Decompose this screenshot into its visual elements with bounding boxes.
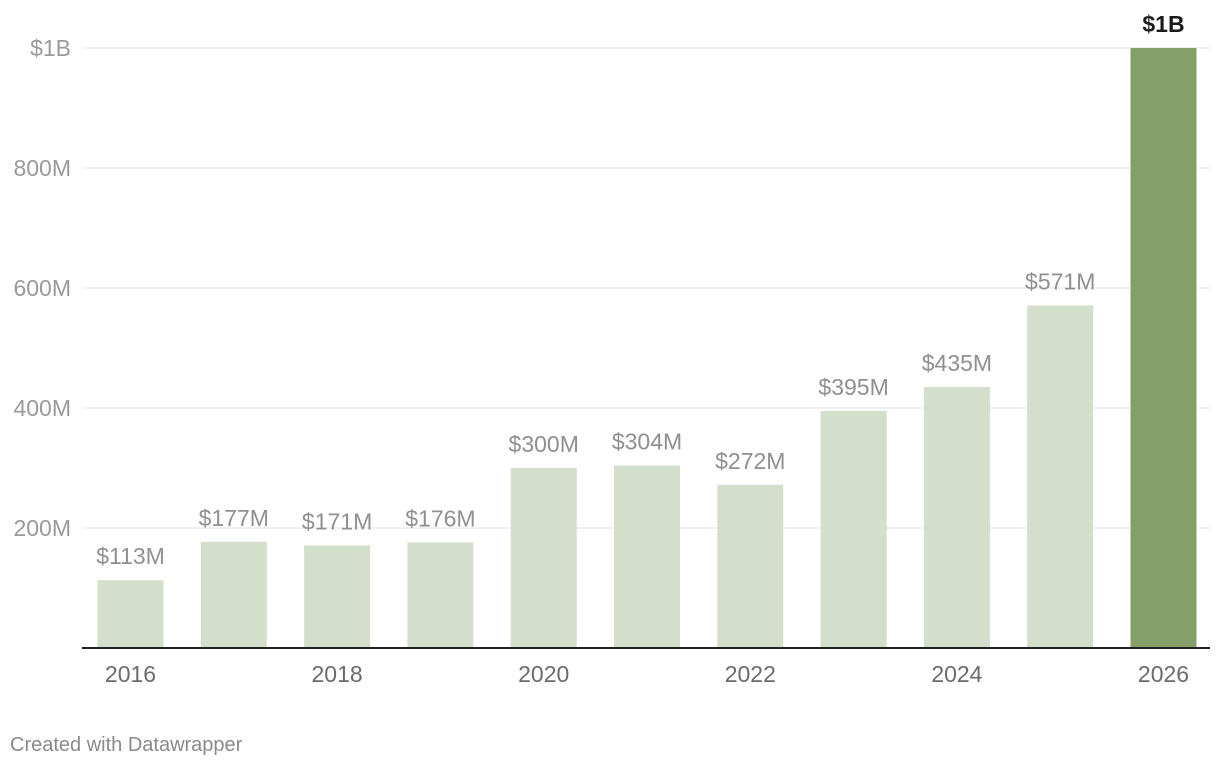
value-label-2024: $435M: [922, 350, 992, 376]
value-label-2020: $300M: [509, 431, 579, 457]
y-tick-label: 600M: [13, 275, 71, 301]
y-tick-label: $1B: [30, 35, 71, 61]
bar-2018: [304, 545, 371, 648]
datawrapper-credit: Created with Datawrapper: [10, 734, 243, 756]
bar-2022: [717, 484, 784, 648]
value-label-2021: $304M: [612, 429, 682, 455]
value-label-2025: $571M: [1025, 268, 1095, 294]
x-tick-label: 2018: [312, 661, 363, 687]
x-axis-ticks: 2016 2018 2020 2022 2024 2026: [105, 661, 1189, 687]
y-tick-label: 200M: [13, 515, 71, 541]
value-labels: $113M $177M $171M $176M $300M $304M $272M $395M…: [96, 11, 1184, 569]
bar-2023: [820, 411, 887, 648]
value-label-2018: $171M: [302, 508, 372, 534]
value-label-2016: $113M: [96, 543, 165, 569]
x-tick-label: 2022: [725, 661, 776, 687]
value-label-2026: $1B: [1142, 11, 1184, 37]
bar-2024: [923, 387, 990, 648]
y-tick-label: 800M: [13, 155, 71, 181]
value-label-2023: $395M: [818, 374, 888, 400]
bar-2020: [510, 468, 577, 648]
value-label-2017: $177M: [199, 505, 269, 531]
bar-2025: [1027, 305, 1094, 648]
gridlines: [82, 47, 1210, 529]
y-tick-label: 400M: [13, 395, 71, 421]
bar-2019: [407, 542, 474, 648]
x-tick-label: 2020: [518, 661, 569, 687]
bars: [97, 48, 1197, 648]
bar-2021: [614, 465, 680, 648]
y-axis-ticks: 200M 400M 600M 800M $1B: [13, 35, 71, 541]
x-tick-label: 2024: [931, 661, 982, 687]
value-label-2022: $272M: [715, 448, 785, 474]
value-label-2019: $176M: [405, 505, 475, 531]
bar-2026: [1130, 48, 1197, 648]
bar-2017: [200, 541, 267, 648]
bar-2016: [97, 580, 164, 648]
x-tick-label: 2016: [105, 661, 156, 687]
x-tick-label: 2026: [1138, 661, 1189, 687]
